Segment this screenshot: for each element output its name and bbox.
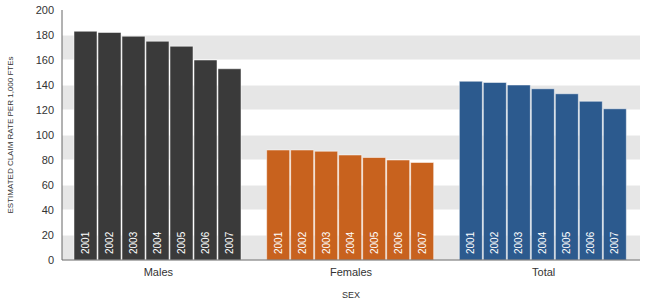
svg-text:SEX: SEX: [342, 290, 360, 300]
svg-text:20: 20: [42, 229, 54, 241]
svg-text:2002: 2002: [297, 231, 308, 254]
svg-text:2007: 2007: [417, 231, 428, 254]
svg-text:2004: 2004: [537, 231, 548, 254]
svg-text:2002: 2002: [489, 231, 500, 254]
svg-text:2003: 2003: [128, 231, 139, 254]
svg-text:Males: Males: [144, 266, 174, 278]
svg-text:2001: 2001: [80, 231, 91, 254]
svg-text:2005: 2005: [176, 231, 187, 254]
svg-text:2004: 2004: [345, 231, 356, 254]
svg-text:ESTIMATED CLAIM RATE PER 1,000: ESTIMATED CLAIM RATE PER 1,000 FTEs: [6, 56, 15, 213]
svg-text:2001: 2001: [465, 231, 476, 254]
svg-text:2005: 2005: [561, 231, 572, 254]
svg-text:2007: 2007: [609, 231, 620, 254]
svg-text:2006: 2006: [585, 231, 596, 254]
svg-text:140: 140: [36, 79, 54, 91]
svg-text:2004: 2004: [152, 231, 163, 254]
svg-text:2005: 2005: [369, 231, 380, 254]
svg-text:2001: 2001: [273, 231, 284, 254]
svg-text:160: 160: [36, 54, 54, 66]
svg-text:2007: 2007: [224, 231, 235, 254]
svg-text:40: 40: [42, 204, 54, 216]
svg-text:2002: 2002: [104, 231, 115, 254]
svg-text:Total: Total: [532, 266, 555, 278]
svg-text:120: 120: [36, 104, 54, 116]
svg-text:2006: 2006: [200, 231, 211, 254]
svg-text:200: 200: [36, 4, 54, 16]
svg-text:100: 100: [36, 129, 54, 141]
svg-text:2006: 2006: [393, 231, 404, 254]
svg-text:180: 180: [36, 29, 54, 41]
svg-text:2003: 2003: [513, 231, 524, 254]
svg-text:Females: Females: [330, 266, 373, 278]
svg-text:0: 0: [48, 254, 54, 266]
svg-text:2003: 2003: [321, 231, 332, 254]
svg-text:60: 60: [42, 179, 54, 191]
svg-text:80: 80: [42, 154, 54, 166]
